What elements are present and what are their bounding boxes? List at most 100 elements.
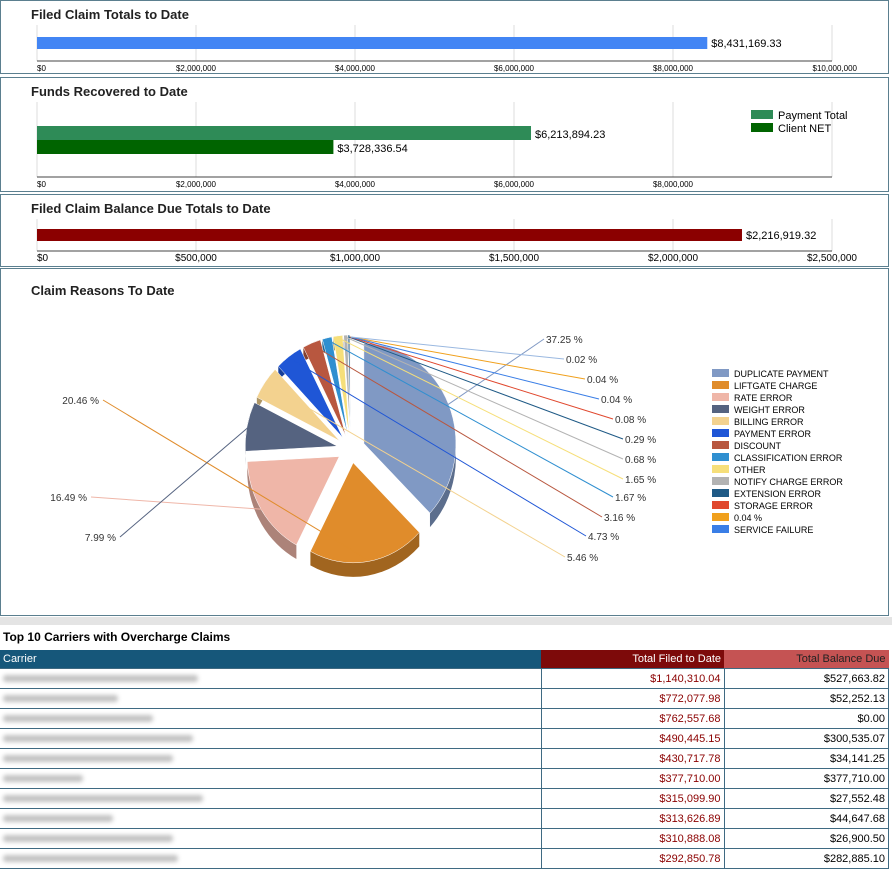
legend-label: STORAGE ERROR <box>734 501 813 511</box>
total-filed-cell: $430,717.78 <box>540 748 725 769</box>
slice-label: 0.08 % <box>615 415 646 426</box>
tick-label: $0 <box>37 180 46 189</box>
redacted-carrier-name <box>3 794 203 802</box>
total-balance-cell: $282,885.10 <box>723 848 889 869</box>
pie-slice <box>256 369 340 442</box>
legend-label: DUPLICATE PAYMENT <box>734 369 829 379</box>
bar <box>37 126 532 140</box>
pie-slice-side <box>247 461 297 560</box>
leader-line <box>266 383 566 558</box>
slice-label: 1.67 % <box>615 493 646 504</box>
filed-claims-chart: $0 $2,000,000 $4,000,000 $6,000,000 $8,000,0… <box>36 25 858 73</box>
total-filed-cell: $313,626.89 <box>540 808 725 829</box>
carrier-cell <box>0 848 542 869</box>
carrier-cell <box>0 668 542 689</box>
redacted-carrier-name <box>3 754 173 762</box>
total-balance-cell: $52,252.13 <box>723 688 889 709</box>
table-row[interactable]: $315,099.90 $27,552.48 <box>0 788 889 809</box>
slice-label: 0.02 % <box>566 355 597 366</box>
table-row[interactable]: $377,710.00 $377,710.00 <box>0 768 889 789</box>
slice-label: 7.99 % <box>85 533 116 544</box>
total-balance-cell: $377,710.00 <box>723 768 889 789</box>
legend-label: CLASSIFICATION ERROR <box>734 453 843 463</box>
slice-label: 0.68 % <box>625 455 656 466</box>
total-balance-cell: $0.00 <box>723 708 889 729</box>
claim-reasons-panel: Claim Reasons To Date 37.25 % 20.46 % 16.4… <box>0 268 889 616</box>
pie-slice <box>343 334 351 436</box>
legend-label: OTHER <box>734 465 766 475</box>
balance-due-chart: $0 $500,000 $1,000,000 $1,500,000 $2,000,000… <box>36 219 857 264</box>
table-row[interactable]: $313,626.89 $44,647.68 <box>0 808 889 829</box>
legend-swatch <box>712 429 729 437</box>
tick-label: $500,000 <box>175 253 217 264</box>
divider <box>0 617 892 625</box>
bar <box>37 229 742 241</box>
total-filed-cell: $1,140,310.04 <box>540 668 725 689</box>
total-filed-cell: $762,557.68 <box>540 708 725 729</box>
table-row[interactable]: $490,445.15 $300,535.07 <box>0 728 889 749</box>
tick-label: $1,500,000 <box>489 253 539 264</box>
redacted-carrier-name <box>3 694 118 702</box>
table-title: Top 10 Carriers with Overcharge Claims <box>3 630 231 644</box>
total-balance-cell: $27,552.48 <box>723 788 889 809</box>
table-row[interactable]: $292,850.78 $282,885.10 <box>0 848 889 869</box>
top-carriers-section: Top 10 Carriers with Overcharge Claims C… <box>0 622 892 869</box>
redacted-carrier-name <box>3 814 113 822</box>
leader-line <box>90 496 264 510</box>
redacted-carrier-name <box>3 834 173 842</box>
legend-label: PAYMENT ERROR <box>734 429 812 439</box>
filed-claims-panel: Filed Claim Totals to Date $0 $2,000,000 $… <box>0 0 889 74</box>
slice-label: 5.46 % <box>567 553 598 564</box>
slice-label: 37.25 % <box>546 335 583 346</box>
data-label: $6,213,894.23 <box>535 129 605 141</box>
legend-label: SERVICE FAILURE <box>734 525 813 535</box>
total-filed-cell: $292,850.78 <box>540 848 725 869</box>
pie-slice <box>363 343 457 514</box>
panel-title: Filed Claim Balance Due Totals to Date <box>31 201 271 216</box>
tick-label: $10,000,000 <box>813 64 858 73</box>
pie-slice-side <box>310 532 420 577</box>
legend-label: 0.04 % <box>734 513 762 523</box>
total-filed-cell: $772,077.98 <box>540 688 725 709</box>
slice-label: 16.49 % <box>50 493 87 504</box>
tick-label: $8,000,000 <box>653 180 694 189</box>
legend-swatch <box>712 489 729 497</box>
carrier-header[interactable]: Carrier <box>0 650 541 669</box>
data-label: $2,216,919.32 <box>746 230 816 242</box>
table-row[interactable]: $1,140,310.04 $527,663.82 <box>0 668 889 689</box>
redacted-carrier-name <box>3 774 83 782</box>
leader-line <box>119 426 250 538</box>
table-row[interactable]: $430,717.78 $34,141.25 <box>0 748 889 769</box>
table-row[interactable]: $310,888.08 $26,900.50 <box>0 828 889 849</box>
tick-label: $2,500,000 <box>807 253 857 264</box>
leader-line <box>350 336 565 360</box>
carrier-cell <box>0 788 542 809</box>
leader-line <box>289 357 587 537</box>
table-row[interactable]: $762,557.68 $0.00 <box>0 708 889 729</box>
legend-swatch <box>712 453 729 461</box>
total-balance-header[interactable]: Total Balance Due <box>724 650 889 669</box>
table-row[interactable]: $772,077.98 $52,252.13 <box>0 688 889 709</box>
legend-swatch <box>712 465 729 473</box>
tick-label: $4,000,000 <box>335 180 376 189</box>
legend-swatch <box>712 441 729 449</box>
redacted-carrier-name <box>3 734 193 742</box>
data-label: $8,431,169.33 <box>711 38 781 50</box>
redacted-carrier-name <box>3 854 178 862</box>
carrier-cell <box>0 748 542 769</box>
legend-swatch <box>712 477 729 485</box>
total-balance-cell: $300,535.07 <box>723 728 889 749</box>
tick-label: $6,000,000 <box>494 180 535 189</box>
legend-label: Client NET <box>778 123 831 135</box>
total-balance-cell: $34,141.25 <box>723 748 889 769</box>
total-filed-header[interactable]: Total Filed to Date <box>541 650 724 669</box>
legend-swatch <box>712 369 729 377</box>
leader-line <box>312 344 603 518</box>
leader-line <box>350 336 600 400</box>
slice-label: 1.65 % <box>625 475 656 486</box>
leader-line <box>337 337 624 480</box>
total-filed-cell: $315,099.90 <box>540 788 725 809</box>
pie-slice <box>247 456 340 546</box>
legend-swatch <box>712 501 729 509</box>
pie-slice <box>277 348 344 438</box>
